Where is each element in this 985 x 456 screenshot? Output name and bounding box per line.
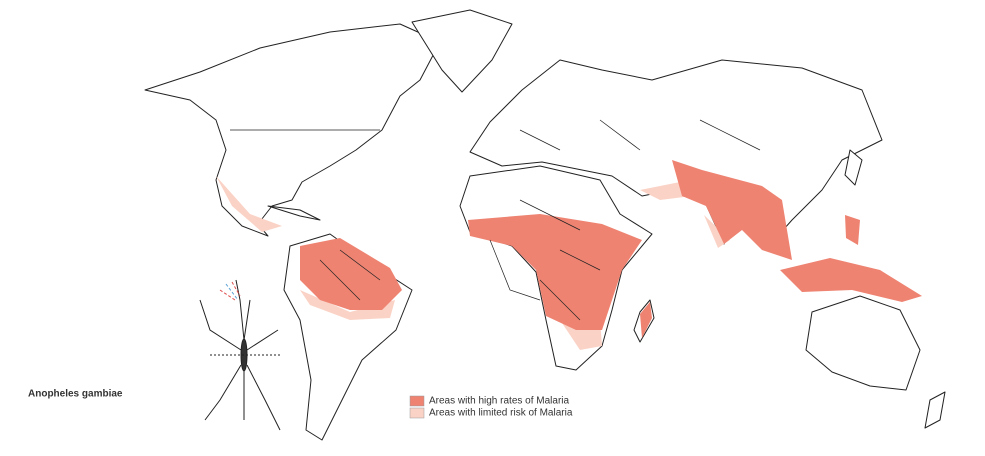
japan bbox=[844, 149, 863, 186]
legend-swatch bbox=[409, 395, 425, 407]
greenland bbox=[411, 9, 513, 93]
legend-label: Areas with high rates of Malaria bbox=[429, 396, 570, 407]
new-zealand bbox=[924, 391, 946, 429]
malaria-zones bbox=[216, 160, 922, 350]
caribbean bbox=[267, 205, 321, 221]
high-risk-zone bbox=[640, 215, 922, 338]
legend-label: Areas with limited risk of Malaria bbox=[429, 408, 573, 419]
high-risk-zone bbox=[468, 214, 642, 330]
legend-swatch bbox=[409, 407, 425, 419]
limited-risk-zone bbox=[216, 176, 730, 350]
high-risk-zone bbox=[300, 238, 402, 310]
borders bbox=[230, 119, 761, 321]
species-label: Anopheles gambiae bbox=[28, 389, 123, 400]
australia bbox=[805, 295, 921, 391]
high-risk-zone bbox=[672, 160, 792, 260]
limited-risk-zone bbox=[300, 290, 395, 320]
mosquito-illustration bbox=[199, 279, 281, 431]
